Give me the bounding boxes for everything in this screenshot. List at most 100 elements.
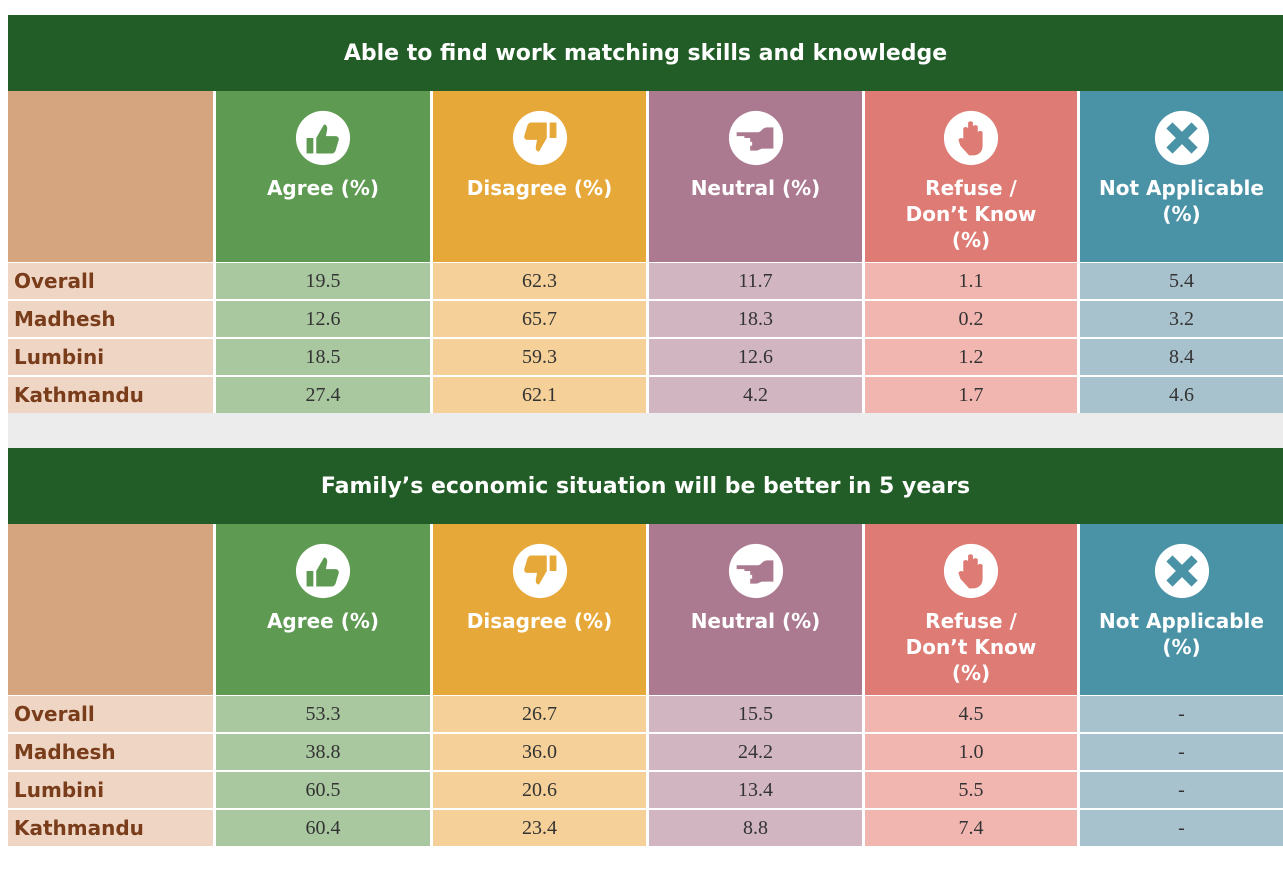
column-header: Agree (%) [216,91,430,262]
value-cell: 12.6 [216,301,430,337]
row-label: Kathmandu [8,810,213,846]
value-cell: 4.2 [649,377,862,413]
corner-cell [8,91,213,262]
value-cell: 23.4 [433,810,646,846]
column-header: Disagree (%) [433,524,646,695]
icon [295,110,351,166]
text: 3.2 [1169,307,1194,330]
icon [943,110,999,166]
header-text: Not Applicable (%) [1099,176,1264,226]
icon [512,543,567,599]
text: 13.4 [738,778,773,801]
text: Kathmandu [14,816,144,840]
text: 26.7 [522,702,557,725]
icon [728,110,783,166]
text: 60.5 [305,778,341,801]
column-header: Refuse / Don’t Know (%) [865,524,1077,695]
column-header: Neutral (%) [649,524,862,695]
row-label: Madhesh [8,301,213,337]
text: 7.4 [958,816,984,839]
column-header: Refuse / Don’t Know (%) [865,91,1077,262]
value-cell: 20.6 [433,772,646,808]
value-cell: - [1080,772,1283,808]
text: 4.6 [1169,383,1194,406]
row-label: Kathmandu [8,377,213,413]
icon [943,543,999,599]
text: 24.2 [738,740,773,763]
header-text: Not Applicable (%) [1099,609,1264,659]
value-cell: 5.5 [865,772,1077,808]
text: 65.7 [522,307,557,330]
text: 23.4 [522,816,557,839]
column-header: Neutral (%) [649,91,862,262]
value-cell: 3.2 [1080,301,1283,337]
header-text: Disagree (%) [466,609,613,633]
text: 36.0 [522,740,557,763]
header-text: Agree (%) [266,176,380,200]
text: 1.1 [958,269,984,292]
text: 19.5 [305,269,341,292]
icon [295,543,351,599]
icon [1154,110,1209,166]
header-text: Disagree (%) [466,176,613,200]
text: 38.8 [305,740,341,763]
column-header: Not Applicable (%) [1080,524,1283,695]
text: Overall [14,269,95,293]
value-cell: 36.0 [433,734,646,770]
text: 5.4 [1169,269,1194,292]
value-cell: 11.7 [649,263,862,299]
header-text: Neutral (%) [690,176,821,200]
header-text: Neutral (%) [690,609,821,633]
header-text: Refuse / Don’t Know (%) [905,609,1037,685]
value-cell: 18.5 [216,339,430,375]
text: - [1178,740,1185,763]
text: 53.3 [305,702,341,725]
text: 11.7 [738,269,773,292]
value-cell: 1.1 [865,263,1077,299]
text: 27.4 [305,383,341,406]
text: 12.6 [738,345,773,368]
table-title: Able to find work matching skills and kn… [8,15,1283,91]
column-header: Agree (%) [216,524,430,695]
value-cell: - [1080,734,1283,770]
text: Lumbini [14,778,105,802]
text: 1.7 [958,383,984,406]
header-text: Refuse / Don’t Know (%) [905,176,1037,252]
icon [728,543,783,599]
value-cell: 4.5 [865,696,1077,732]
text: 18.5 [305,345,341,368]
value-cell: 1.2 [865,339,1077,375]
text: - [1178,702,1185,725]
row-label: Overall [8,263,213,299]
text: Lumbini [14,345,105,369]
text: Madhesh [14,740,116,764]
text: 20.6 [522,778,557,801]
value-cell: 7.4 [865,810,1077,846]
text: Kathmandu [14,383,144,407]
header-text: Agree (%) [266,609,380,633]
text: Able to find work matching skills and kn… [343,40,948,66]
value-cell: 24.2 [649,734,862,770]
text: 18.3 [738,307,773,330]
value-cell: 18.3 [649,301,862,337]
text: - [1178,816,1185,839]
row-label: Lumbini [8,339,213,375]
value-cell: 8.4 [1080,339,1283,375]
text: 1.2 [958,345,984,368]
column-header: Disagree (%) [433,91,646,262]
text: 59.3 [522,345,557,368]
text: 1.0 [958,740,984,763]
value-cell: 1.0 [865,734,1077,770]
value-cell: 60.4 [216,810,430,846]
value-cell: 65.7 [433,301,646,337]
text: 62.1 [522,383,557,406]
row-label: Overall [8,696,213,732]
value-cell: 27.4 [216,377,430,413]
table-title: Family’s economic situation will be bett… [8,448,1283,524]
value-cell: 13.4 [649,772,862,808]
value-cell: 1.7 [865,377,1077,413]
text: Family’s economic situation will be bett… [320,473,971,499]
value-cell: 38.8 [216,734,430,770]
value-cell: 15.5 [649,696,862,732]
